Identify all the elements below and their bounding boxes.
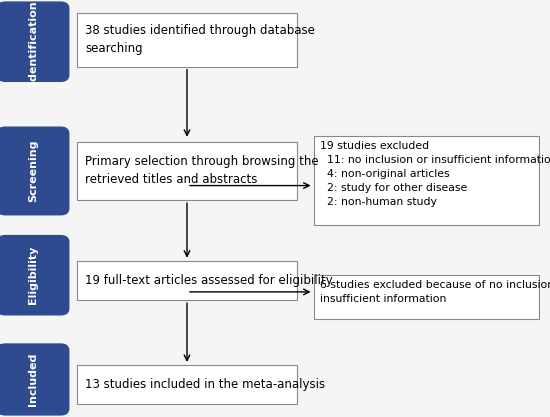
- Text: 19 studies excluded
  11: no inclusion or insufficient information
  4: non-orig: 19 studies excluded 11: no inclusion or …: [320, 141, 550, 206]
- Text: Eligibility: Eligibility: [28, 246, 38, 304]
- FancyBboxPatch shape: [314, 275, 539, 319]
- Text: Primary selection through browsing the
retrieved titles and abstracts: Primary selection through browsing the r…: [85, 156, 319, 186]
- Text: 13 studies included in the meta-analysis: 13 studies included in the meta-analysis: [85, 378, 326, 391]
- Text: Identification: Identification: [28, 0, 38, 83]
- FancyBboxPatch shape: [77, 365, 297, 404]
- FancyBboxPatch shape: [0, 127, 69, 215]
- FancyBboxPatch shape: [77, 13, 297, 67]
- Text: Included: Included: [28, 353, 38, 406]
- FancyBboxPatch shape: [77, 142, 297, 200]
- FancyBboxPatch shape: [77, 261, 297, 300]
- FancyBboxPatch shape: [314, 136, 539, 225]
- Text: 38 studies identified through database
searching: 38 studies identified through database s…: [85, 24, 315, 55]
- FancyBboxPatch shape: [0, 2, 69, 81]
- FancyBboxPatch shape: [0, 236, 69, 315]
- FancyBboxPatch shape: [0, 344, 69, 415]
- Text: Screening: Screening: [28, 140, 38, 202]
- Text: 19 full-text articles assessed for eligibility: 19 full-text articles assessed for eligi…: [85, 274, 333, 287]
- Text: 6 studies excluded because of no inclusion or
insufficient information: 6 studies excluded because of no inclusi…: [320, 280, 550, 304]
